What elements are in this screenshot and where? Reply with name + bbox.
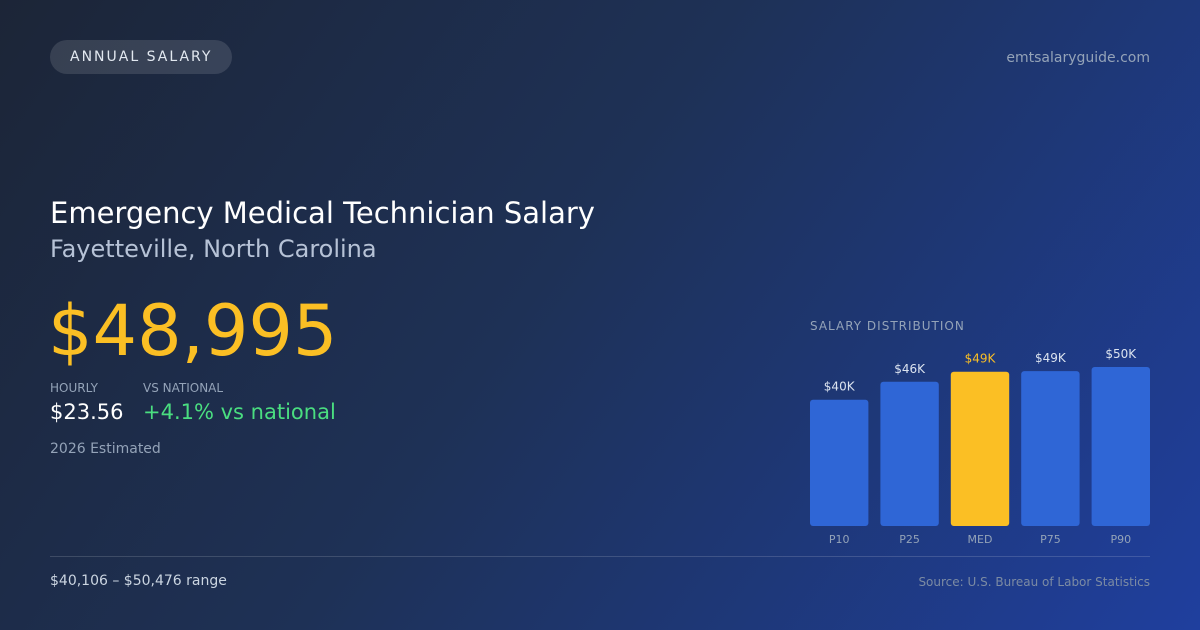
category-label: P25 [899, 533, 920, 546]
bar [1021, 371, 1080, 526]
bar [810, 399, 869, 526]
bar [1091, 367, 1150, 526]
bar [880, 381, 939, 526]
hourly-label: HOURLY [50, 381, 99, 395]
value-label: $49K [965, 352, 997, 366]
value-label: $49K [1035, 351, 1067, 365]
category-label: P75 [1040, 533, 1061, 546]
title: Emergency Medical Technician Salary [50, 196, 595, 230]
vs-label: VS NATIONAL [143, 381, 224, 395]
site: emtsalaryguide.com [1006, 50, 1150, 66]
subtitle: Fayetteville, North Carolina [50, 235, 377, 263]
value-label: $50K [1105, 347, 1137, 361]
salary: $48,995 [48, 290, 338, 372]
category-label: MED [968, 533, 993, 546]
vs-national: +4.1% vs national [143, 400, 336, 424]
bar [950, 371, 1010, 526]
range: $40,106 – $50,476 range [50, 573, 227, 589]
estimate: 2026 Estimated [50, 441, 161, 457]
value-label: $46K [894, 362, 926, 376]
source: Source: U.S. Bureau of Labor Statistics [918, 575, 1150, 589]
hourly: $23.56 [50, 400, 124, 424]
chart-title: SALARY DISTRIBUTION [810, 319, 965, 333]
category-label: P10 [829, 533, 850, 546]
badge: ANNUAL SALARY [50, 40, 233, 74]
category-label: P90 [1110, 533, 1131, 546]
separator [50, 556, 1150, 557]
value-label: $40K [824, 380, 856, 394]
